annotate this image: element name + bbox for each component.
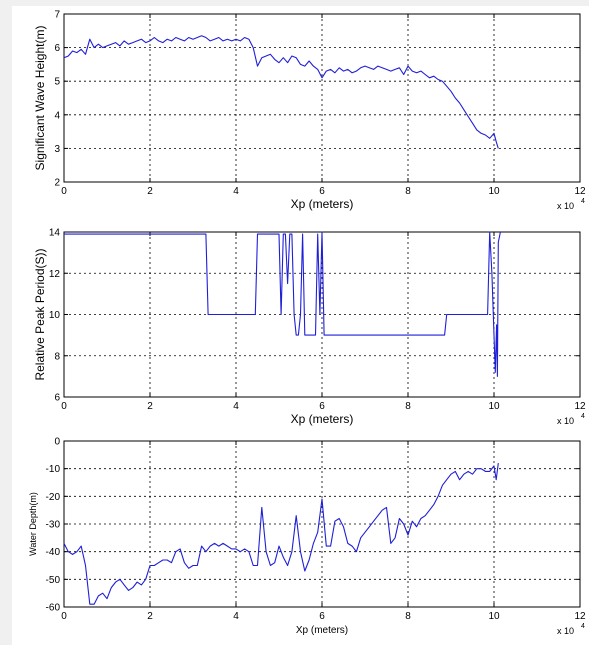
y-tick-label: 7 bbox=[54, 10, 60, 21]
x-multiplier-label: x 10 bbox=[557, 416, 574, 426]
x-tick-label: 4 bbox=[233, 611, 239, 622]
series-line-1 bbox=[63, 35, 499, 149]
y-tick-label: 0 bbox=[54, 437, 60, 448]
x-multiplier-label: x 10 bbox=[557, 201, 574, 211]
x-multiplier-exponent: 4 bbox=[581, 413, 585, 420]
x-tick-label: 6 bbox=[319, 186, 325, 197]
y-tick-label: 6 bbox=[54, 393, 60, 404]
y-tick-label: 10 bbox=[49, 310, 61, 321]
x-tick-label: 12 bbox=[574, 611, 586, 622]
y-tick-label: -60 bbox=[46, 603, 61, 614]
x-tick-label: 0 bbox=[61, 186, 67, 197]
series-line-1 bbox=[64, 231, 501, 377]
x-tick-label: 2 bbox=[147, 186, 153, 197]
axes-box bbox=[63, 440, 581, 608]
x-tick-label: 0 bbox=[61, 611, 67, 622]
y-tick-label: 4 bbox=[54, 110, 60, 121]
x-multiplier-label: x 10 bbox=[557, 626, 574, 636]
window-frame-top bbox=[0, 0, 589, 6]
x-tick-label: 2 bbox=[147, 611, 153, 622]
y-tick-label: 8 bbox=[54, 351, 60, 362]
x-tick-label: 6 bbox=[319, 401, 325, 412]
x-axis-label: Xp (meters) bbox=[291, 412, 354, 426]
x-multiplier-exponent: 4 bbox=[581, 198, 585, 205]
x-axis-label: Xp (meters) bbox=[296, 625, 348, 636]
y-tick-label: 3 bbox=[54, 144, 60, 155]
x-tick-label: 8 bbox=[405, 611, 411, 622]
y-tick-label: -40 bbox=[46, 547, 61, 558]
y-tick-label: 2 bbox=[54, 178, 60, 189]
window-frame-left bbox=[0, 0, 12, 645]
axes-box bbox=[63, 13, 581, 183]
x-tick-label: 0 bbox=[61, 401, 67, 412]
y-tick-label: 6 bbox=[54, 43, 60, 54]
y-tick-label: -50 bbox=[46, 575, 61, 586]
chart-panel-3: 0 2 4 6 8 10 12 -60 -50 -40 -30 -20 -10 0 Xp (meters) W… bbox=[28, 437, 586, 637]
x-tick-label: 4 bbox=[233, 401, 239, 412]
y-tick-label: -20 bbox=[46, 492, 61, 503]
y-tick-label: 5 bbox=[54, 77, 60, 88]
y-tick-label: 14 bbox=[49, 228, 61, 239]
x-tick-label: 8 bbox=[405, 186, 411, 197]
y-tick-label: 12 bbox=[49, 269, 61, 280]
chart-panel-2: 0 2 4 6 8 10 12 6 8 10 12 14 Xp (meters) Relative Pea… bbox=[33, 228, 586, 427]
x-tick-label: 4 bbox=[233, 186, 239, 197]
x-tick-label: 10 bbox=[488, 401, 500, 412]
x-tick-label: 10 bbox=[488, 186, 500, 197]
x-tick-label: 8 bbox=[405, 401, 411, 412]
x-tick-label: 2 bbox=[147, 401, 153, 412]
y-axis-label: Water Depth(m) bbox=[28, 492, 38, 556]
y-axis-label: Significant Wave Height(m) bbox=[33, 26, 47, 171]
x-tick-label: 12 bbox=[574, 401, 586, 412]
x-tick-label: 12 bbox=[574, 186, 586, 197]
x-tick-label: 10 bbox=[488, 611, 500, 622]
x-axis-label: Xp (meters) bbox=[291, 197, 354, 211]
series-line-1 bbox=[63, 463, 499, 605]
y-tick-label: -10 bbox=[46, 464, 61, 475]
y-tick-label: -30 bbox=[46, 520, 61, 531]
x-multiplier-exponent: 4 bbox=[581, 623, 585, 630]
y-axis-label: Relative Peak Period(S)) bbox=[33, 248, 47, 380]
x-tick-label: 6 bbox=[319, 611, 325, 622]
